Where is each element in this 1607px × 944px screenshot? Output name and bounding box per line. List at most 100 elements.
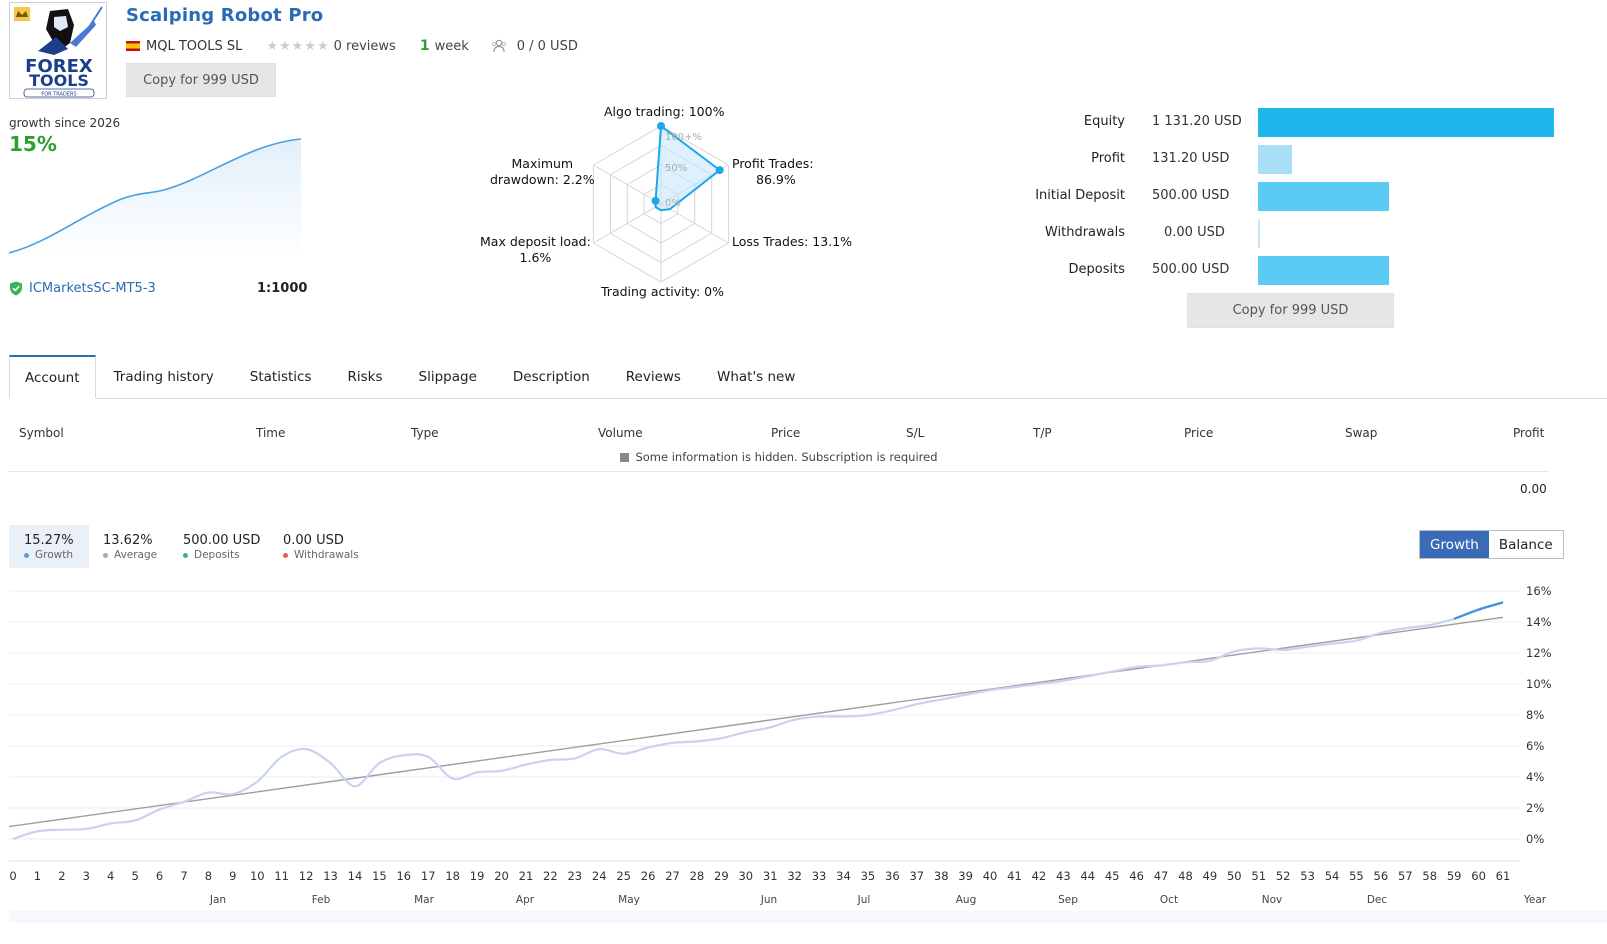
x-tick-label: 51	[1251, 869, 1266, 883]
x-tick-label: 26	[641, 869, 656, 883]
month-label: Jul	[857, 894, 871, 906]
x-tick-label: 25	[616, 869, 631, 883]
leverage-value: 1:1000	[257, 281, 308, 296]
x-tick-label: 59	[1447, 869, 1462, 883]
column-header-volume[interactable]: Volume	[598, 426, 643, 440]
y-tick-label: 4%	[1526, 770, 1544, 784]
stat-growth[interactable]: 15.27% Growth	[9, 525, 89, 568]
equity-row-bar	[1258, 145, 1293, 174]
equity-row-bar	[1258, 219, 1260, 248]
mini-growth-chart	[9, 138, 301, 258]
tab-trading-history[interactable]: Trading history	[113, 369, 214, 385]
month-label: Oct	[1160, 894, 1178, 906]
growth-toggle[interactable]: Growth	[1420, 531, 1489, 558]
column-header-symbol[interactable]: Symbol	[19, 426, 64, 440]
x-tick-label: 21	[519, 869, 534, 883]
x-tick-label: 27	[665, 869, 680, 883]
month-label: Mar	[414, 894, 434, 906]
stat-deposits[interactable]: 500.00 USD Deposits	[168, 525, 275, 568]
tab-what-s-new[interactable]: What's new	[716, 369, 796, 385]
equity-row-label: Initial Deposit	[1035, 188, 1125, 203]
legend-dot-icon	[103, 552, 108, 558]
tab-reviews[interactable]: Reviews	[625, 369, 681, 385]
x-tick-label: 50	[1227, 869, 1242, 883]
logo-text-for-traders: FOR TRADERS	[41, 92, 76, 98]
broker-server[interactable]: ICMarketsSC-MT5-3	[9, 281, 156, 296]
radar-label-profit-trades-title: Profit Trades:	[732, 156, 814, 171]
broker-name[interactable]: ICMarketsSC-MT5-3	[29, 281, 156, 296]
reviews-count[interactable]: 0 reviews	[333, 38, 396, 54]
chart-mode-switch: Growth Balance	[1419, 530, 1564, 559]
x-tick-label: 57	[1398, 869, 1413, 883]
growth-series-recent-line	[1453, 601, 1504, 621]
x-tick-label: 42	[1032, 869, 1047, 883]
tab-risks[interactable]: Risks	[347, 369, 383, 385]
column-header-time[interactable]: Time	[256, 426, 286, 440]
stat-label-text: Average	[114, 549, 158, 561]
equity-row-initial-deposit: Initial Deposit 500.00 USD	[1000, 181, 1560, 211]
column-header-type[interactable]: Type	[411, 426, 439, 440]
x-tick-label: 11	[274, 869, 289, 883]
copy-button-top[interactable]: Copy for 999 USD	[126, 63, 276, 97]
radar-point	[715, 166, 724, 175]
x-tick-label: 33	[812, 869, 827, 883]
author-name[interactable]: MQL TOOLS SL	[146, 38, 243, 54]
stat-label-text: Withdrawals	[294, 549, 359, 561]
column-header-swap[interactable]: Swap	[1345, 426, 1378, 440]
radar-svg: 100+% 50% 0%	[592, 122, 730, 283]
stat-average[interactable]: 13.62% Average	[88, 525, 172, 568]
equity-row-value: 1 131.20 USD	[1152, 114, 1242, 129]
x-tick-label: 53	[1300, 869, 1315, 883]
stat-label-text: Deposits	[194, 549, 240, 561]
radar-label-algo-trading: Algo trading: 100%	[604, 104, 725, 119]
x-tick-label: 31	[763, 869, 778, 883]
balance-toggle[interactable]: Balance	[1488, 531, 1563, 558]
hidden-info-message: Some information is hidden. Subscription…	[9, 450, 1549, 472]
growth-chart: 16%14%12%10%8%6%4%2%0%0 1 2 3 4 5 6 7 8 9 10 11 12 13…	[8, 584, 1607, 923]
stat-label: Withdrawals	[283, 549, 359, 561]
column-header-price[interactable]: Price	[771, 426, 801, 440]
copy-button-bottom[interactable]: Copy for 999 USD	[1187, 293, 1394, 328]
equity-row-label: Profit	[1091, 151, 1125, 166]
x-tick-label: 24	[592, 869, 607, 883]
month-label: Dec	[1367, 894, 1388, 906]
column-header-t-p[interactable]: T/P	[1033, 426, 1052, 440]
trend-line	[8, 616, 1504, 828]
x-tick-label: 39	[958, 869, 973, 883]
tab-statistics[interactable]: Statistics	[249, 369, 312, 385]
radar-label-profit-trades: Profit Trades: 86.9%	[732, 156, 814, 188]
x-tick-label: 47	[1154, 869, 1169, 883]
y-tick-label: 0%	[1526, 832, 1544, 846]
x-tick-label: 43	[1056, 869, 1071, 883]
equity-row-bar	[1258, 256, 1389, 285]
column-header-profit[interactable]: Profit	[1513, 426, 1545, 440]
equity-row-profit: Profit 131.20 USD	[1000, 144, 1560, 174]
radar-axis-2	[660, 203, 729, 244]
x-tick-label: 60	[1471, 869, 1486, 883]
equity-row-bar	[1258, 108, 1554, 137]
stat-label: Average	[103, 549, 157, 561]
tab-description[interactable]: Description	[512, 369, 590, 385]
tab-account[interactable]: Account	[9, 355, 96, 399]
month-label: Nov	[1262, 894, 1283, 906]
tab-slippage[interactable]: Slippage	[418, 369, 477, 385]
stat-withdrawals[interactable]: 0.00 USD Withdrawals	[268, 525, 374, 568]
trades-table-header: Symbol Time Type Volume Price S/L T/P Price Swap…	[9, 421, 1549, 445]
legend-dot-icon	[24, 552, 29, 558]
x-tick-label: 28	[690, 869, 705, 883]
column-header-s-l[interactable]: S/L	[906, 426, 925, 440]
chart-scroll-band[interactable]	[9, 911, 1607, 923]
radar-label-max-drawdown: Maximum drawdown: 2.2%	[490, 156, 595, 188]
logo-text-forex: FOREX	[25, 56, 93, 77]
column-header-price[interactable]: Price	[1184, 426, 1214, 440]
radar-point	[651, 196, 660, 205]
total-profit: 0.00	[1520, 482, 1547, 496]
radar-scale-label: 50%	[665, 163, 687, 174]
y-tick-label: 14%	[1526, 615, 1552, 629]
subscribers-count: 0 / 0 USD	[516, 38, 578, 54]
x-tick-label: 19	[470, 869, 485, 883]
x-tick-label: 44	[1080, 869, 1095, 883]
product-title[interactable]: Scalping Robot Pro	[126, 5, 324, 26]
x-tick-label: 8	[205, 869, 212, 883]
x-tick-label: 55	[1349, 869, 1364, 883]
